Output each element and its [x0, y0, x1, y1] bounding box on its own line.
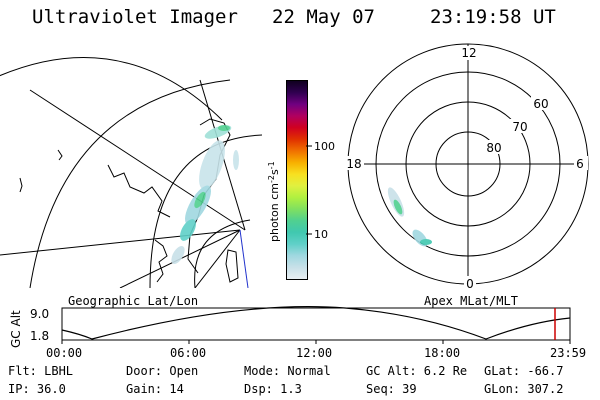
lat-circle — [0, 57, 223, 121]
geographic-map — [0, 57, 262, 288]
lat-circle — [29, 79, 231, 288]
color-bar — [286, 80, 308, 280]
door-info: Door: Open — [126, 364, 199, 378]
colorbar-tick-label: 100 — [314, 140, 335, 153]
mlt-label-12: 12 — [461, 46, 476, 60]
ip-info: IP: 36.0 — [8, 382, 66, 396]
coastline — [154, 239, 168, 283]
lat-circle — [149, 134, 262, 288]
gcalt-info: GC Alt: 6.2 Re — [366, 364, 468, 378]
coastline — [107, 164, 171, 218]
glon-info: GLon: 307.2 — [484, 382, 564, 396]
aurora-emission-polar — [387, 187, 432, 247]
altitude-ytick: 1.8 — [30, 329, 49, 343]
meridian-line — [29, 89, 246, 231]
apex-label: Apex MLat/MLT — [424, 294, 518, 308]
coastline — [225, 249, 239, 283]
lat-circle — [194, 219, 251, 288]
altitude-plot: GC Alt 9.0 1.8 — [9, 306, 571, 348]
gain-info: Gain: 14 — [126, 382, 184, 396]
meridian-line — [239, 229, 249, 288]
seq-info: Seq: 39 — [366, 382, 417, 396]
aurora-emission — [171, 125, 239, 265]
altitude-xtick: 12:00 — [296, 346, 333, 360]
header-time: 23:19:58 UT — [430, 6, 556, 28]
meridian-line — [0, 229, 241, 256]
polar-plot: 12 18 6 0 60 70 80 — [342, 43, 589, 291]
altitude-curve — [61, 306, 571, 340]
glat-info: GLat: -66.7 — [484, 364, 564, 378]
mlt-label-18: 18 — [346, 157, 361, 171]
colorbar-tick-label: 10 — [314, 228, 328, 241]
filter-info: Flt: LBHL — [8, 364, 74, 378]
coastline — [57, 149, 63, 161]
colorbar-unit-label: photon cm-2s-1 — [267, 161, 281, 242]
lat-label-80: 80 — [486, 141, 501, 155]
altitude-ylabel: GC Alt — [9, 310, 23, 348]
mlt-label-6: 6 — [576, 157, 584, 171]
altitude-xtick: 18:00 — [424, 346, 461, 360]
altitude-ytick: 9.0 — [30, 307, 49, 321]
lat-label-60: 60 — [533, 97, 548, 111]
mlt-label-0: 0 — [466, 277, 474, 291]
svg-text:photon cm-2s-1: photon cm-2s-1 — [267, 161, 281, 242]
dsp-info: Dsp: 1.3 — [244, 382, 302, 396]
app-title: Ultraviolet Imager — [32, 6, 238, 28]
color-bar-ticks: 100 10 — [306, 140, 335, 241]
lat-label-70: 70 — [512, 120, 527, 134]
geographic-label: Geographic Lat/Lon — [68, 294, 199, 308]
header-date: 22 May 07 — [272, 6, 375, 28]
altitude-xtick: 00:00 — [46, 346, 83, 360]
altitude-xtick: 23:59 — [550, 346, 587, 360]
altitude-xtick: 06:00 — [170, 346, 207, 360]
mode-info: Mode: Normal — [244, 364, 331, 378]
coastline — [19, 177, 23, 193]
meridian-line — [194, 229, 241, 288]
